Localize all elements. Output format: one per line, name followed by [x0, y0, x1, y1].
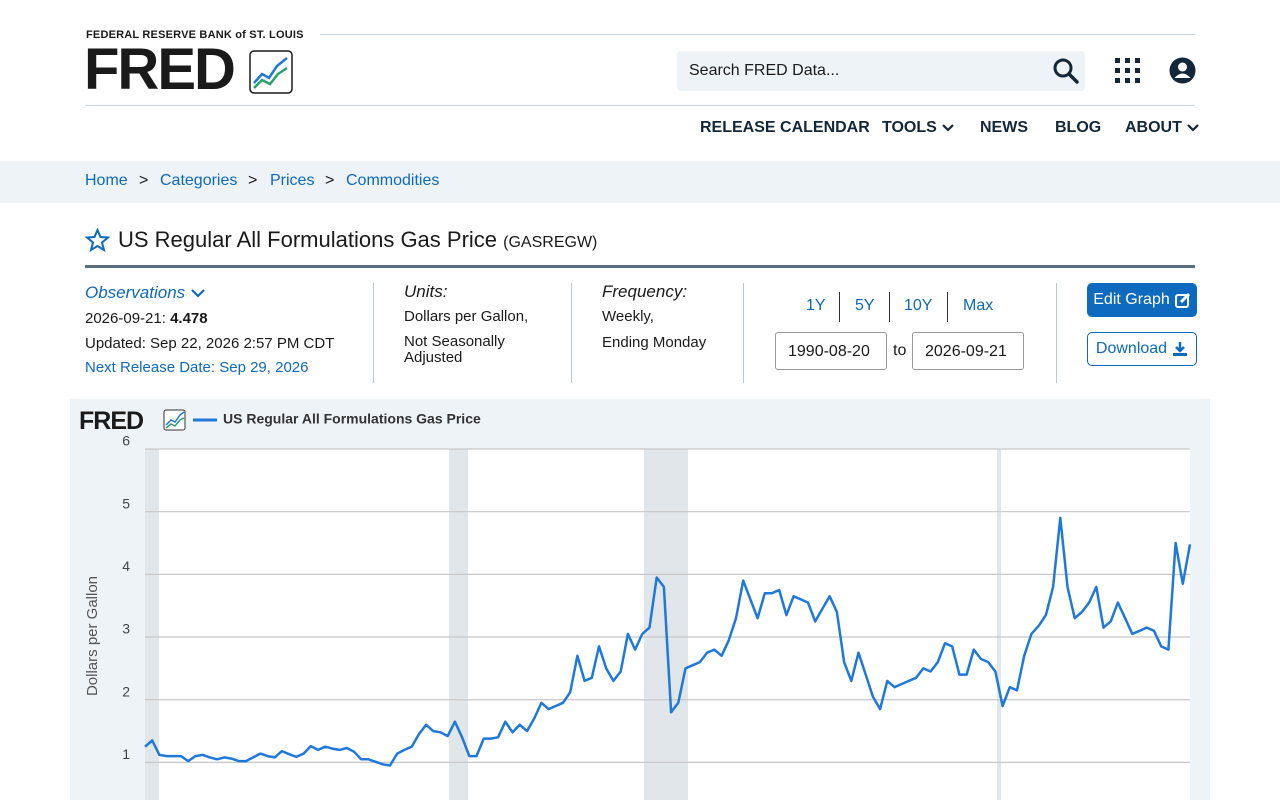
end-date[interactable]: 2026-09-21: [912, 332, 1024, 370]
y-axis-label: Dollars per Gallon: [84, 576, 101, 696]
breadcrumb-separator: >: [325, 172, 335, 189]
edit-graph-button[interactable]: Edit Graph: [1087, 283, 1197, 317]
breadcrumb-link[interactable]: Commodities: [346, 172, 440, 189]
frequency-text: Ending Monday: [602, 334, 707, 351]
breadcrumb-link[interactable]: Prices: [270, 172, 315, 189]
nav-label: TOOLS: [882, 119, 937, 136]
obs-date: 2026-09-21:: [85, 310, 166, 327]
favorite-star[interactable]: [85, 228, 110, 252]
search-box[interactable]: Search FRED Data...: [677, 51, 1085, 91]
range-button[interactable]: 10Y: [904, 297, 933, 314]
apps-icon[interactable]: [1114, 57, 1142, 85]
logo[interactable]: FRED: [84, 37, 236, 102]
chart-logo-icon: [163, 409, 186, 431]
separator: [1056, 283, 1057, 383]
nav-item[interactable]: RELEASE CALENDAR: [700, 119, 870, 137]
divider: [320, 34, 1195, 35]
range-button[interactable]: 5Y: [855, 297, 875, 314]
nav-label: NEWS: [980, 119, 1028, 136]
button-label: Edit Graph: [1093, 291, 1170, 308]
frequency-label: Frequency:: [602, 282, 688, 301]
nav-item[interactable]: TOOLS: [882, 119, 955, 137]
chevron: [191, 289, 205, 298]
search-icon: [1053, 58, 1079, 84]
breadcrumb-separator: >: [139, 172, 149, 189]
y-tick-label: 3: [122, 621, 130, 637]
download-button[interactable]: Download: [1087, 332, 1197, 366]
separator: [839, 292, 840, 322]
breadcrumb-link[interactable]: Home: [85, 172, 128, 189]
updated: Updated: Sep 22, 2026 2:57 PM CDT: [85, 335, 335, 352]
series-id: (GASREGW): [503, 234, 598, 251]
chart-logo: FRED: [79, 407, 143, 435]
y-tick-label: 5: [122, 495, 130, 511]
nav-item[interactable]: NEWS: [980, 119, 1028, 137]
series-name: US Regular All Formulations Gas Price: [118, 227, 498, 252]
nav-label: ABOUT: [1125, 119, 1182, 136]
nav-label: BLOG: [1055, 119, 1102, 136]
observations-toggle[interactable]: Observations: [85, 283, 206, 303]
account-icon[interactable]: [1169, 57, 1196, 84]
y-tick-label: 6: [122, 433, 130, 449]
range-button[interactable]: 1Y: [806, 297, 826, 314]
units-label: Units:: [404, 282, 448, 301]
logo-icon: [249, 50, 293, 94]
legend-label: US Regular All Formulations Gas Price: [223, 411, 481, 427]
y-tick-label: 4: [122, 558, 130, 574]
separator: [571, 283, 572, 383]
org-name: FEDERAL RESERVE BANK of ST. LOUIS: [86, 29, 304, 41]
search-placeholder: Search FRED Data...: [689, 62, 840, 79]
edit-icon: [1174, 292, 1190, 308]
range-button[interactable]: Max: [963, 297, 994, 314]
chart: FRED Dollars per Gallon 1 2 3 4 5 6 US Regular…: [70, 399, 1210, 800]
next-release[interactable]: Next Release Date: Sep 29, 2026: [85, 359, 309, 376]
breadcrumb-bar: [0, 161, 1280, 203]
chevron: [1187, 124, 1199, 132]
frequency-text: Weekly,: [602, 308, 654, 325]
breadcrumb-separator: >: [248, 172, 258, 189]
latest-observation: 2026-09-21: 4.478: [85, 309, 208, 329]
obs-value: 4.478: [170, 310, 208, 327]
button-label: Download: [1095, 340, 1168, 357]
y-tick-label: 1: [122, 746, 130, 762]
title-rule: [85, 265, 1195, 268]
download-icon: [1173, 342, 1188, 356]
separator: [947, 292, 948, 322]
observations-label: Observations: [85, 283, 186, 302]
series-title: US Regular All Formulations Gas Price (G…: [118, 227, 597, 253]
nav-label: RELEASE CALENDAR: [700, 119, 870, 136]
y-tick-label: 2: [122, 683, 130, 699]
breadcrumb-link[interactable]: Categories: [160, 172, 238, 189]
start-date[interactable]: 1990-08-20: [775, 332, 887, 370]
separator: [743, 283, 744, 383]
nav-item[interactable]: ABOUT: [1125, 119, 1200, 137]
range-to: to: [893, 342, 907, 359]
units-text: Dollars per Gallon,: [404, 308, 529, 325]
separator: [889, 292, 890, 322]
separator: [373, 283, 374, 383]
divider: [85, 105, 1195, 106]
data-line: [144, 516, 1192, 767]
nav-item[interactable]: BLOG: [1055, 119, 1101, 137]
chevron: [942, 124, 954, 132]
units-text: Not Seasonally Adjusted: [404, 333, 505, 366]
